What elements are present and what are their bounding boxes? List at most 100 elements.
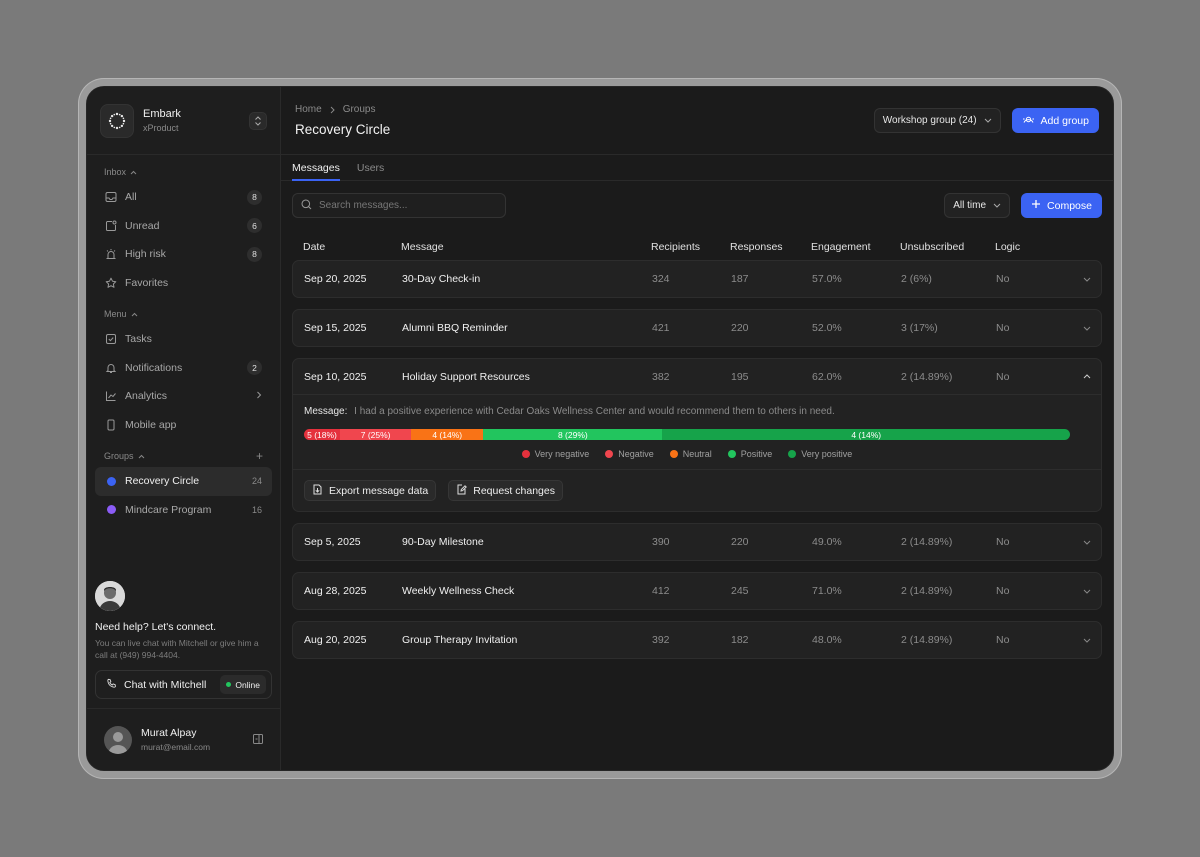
sidebar-item-notifications[interactable]: Notifications 2 bbox=[95, 354, 272, 383]
menu-section-label[interactable]: Menu bbox=[87, 303, 280, 325]
menu-nav: Tasks Notifications 2 Analytics Mobile a… bbox=[87, 325, 280, 439]
chevron-down-icon[interactable] bbox=[1071, 589, 1091, 594]
row-responses: 182 bbox=[731, 634, 749, 646]
phone-call-icon bbox=[106, 678, 117, 692]
count-badge: 6 bbox=[247, 218, 262, 234]
workspace-switcher[interactable]: Embark xProduct bbox=[87, 87, 280, 155]
sidebar-item-label: Favorites bbox=[125, 276, 169, 289]
search-icon bbox=[301, 197, 312, 215]
legend-item: Positive bbox=[727, 449, 772, 459]
add-group-button[interactable]: Add group bbox=[1011, 108, 1099, 133]
row-engagement: 71.0% bbox=[812, 585, 842, 597]
table-row[interactable]: Sep 20, 2025 30-Day Check-in 324 187 57.… bbox=[292, 260, 1102, 298]
column-header[interactable]: Date bbox=[303, 241, 326, 253]
sidebar-item-mobile-app[interactable]: Mobile app bbox=[95, 411, 272, 440]
request-changes-button[interactable]: Request changes bbox=[448, 480, 563, 501]
column-header[interactable]: Recipients bbox=[651, 241, 701, 253]
row-engagement: 62.0% bbox=[812, 370, 842, 383]
unread-icon bbox=[105, 220, 117, 232]
chevron-up-icon bbox=[131, 312, 137, 316]
chat-with-mitchell-button[interactable]: Chat with Mitchell Online bbox=[95, 670, 272, 699]
sentiment-segment: 7 (25%) bbox=[340, 429, 412, 440]
column-header[interactable]: Logic bbox=[995, 241, 1021, 253]
sidebar-item-label: Recovery Circle bbox=[125, 475, 200, 488]
row-date: Sep 10, 2025 bbox=[304, 370, 367, 383]
export-message-data-button[interactable]: Export message data bbox=[304, 480, 437, 501]
sidebar-item-mindcare-program[interactable]: Mindcare Program 16 bbox=[95, 496, 272, 525]
row-logic: No bbox=[996, 634, 1010, 646]
sentiment-segment: 5 (18%) bbox=[304, 429, 340, 440]
add-group-label: Add group bbox=[1040, 114, 1089, 127]
inbox-section-label[interactable]: Inbox bbox=[87, 161, 280, 183]
search-box[interactable] bbox=[292, 193, 506, 218]
chevron-down-icon[interactable] bbox=[1071, 277, 1091, 282]
support-avatar bbox=[95, 581, 125, 611]
tab-messages[interactable]: Messages bbox=[292, 155, 340, 181]
column-header[interactable]: Message bbox=[401, 241, 444, 253]
groups-label: Groups bbox=[104, 451, 134, 461]
collapse-sidebar-icon[interactable] bbox=[253, 731, 263, 749]
add-group-icon[interactable]: + bbox=[255, 449, 263, 463]
breadcrumb-groups[interactable]: Groups bbox=[342, 104, 376, 115]
sidebar-item-recovery-circle[interactable]: Recovery Circle 24 bbox=[95, 467, 272, 496]
detail-message-label: Message: bbox=[304, 406, 348, 417]
chevron-up-down-icon[interactable] bbox=[249, 111, 267, 130]
row-engagement: 52.0% bbox=[812, 322, 842, 334]
sidebar-item-label: Mobile app bbox=[125, 418, 177, 431]
time-filter-select[interactable]: All time bbox=[944, 193, 1011, 218]
tab-users[interactable]: Users bbox=[356, 161, 385, 174]
main-content: Home Groups Recovery Circle Workshop gro… bbox=[281, 87, 1113, 770]
table-row[interactable]: Sep 15, 2025 Alumni BBQ Reminder 421 220… bbox=[292, 309, 1102, 347]
edit-file-icon bbox=[456, 484, 468, 498]
add-group-icon bbox=[1022, 114, 1035, 128]
breadcrumb: Home Groups bbox=[295, 104, 874, 115]
sidebar-item-all[interactable]: All 8 bbox=[95, 183, 272, 212]
sentiment-legend: Very negative Negative Neutral Positive Very… bbox=[304, 449, 1070, 459]
chevron-down-icon[interactable] bbox=[1071, 540, 1091, 545]
bell-icon bbox=[105, 362, 117, 374]
sidebar-item-tasks[interactable]: Tasks bbox=[95, 325, 272, 354]
inbox-nav: All 8 Unread 6 High risk 8 Favorites bbox=[87, 183, 280, 297]
legend-dot bbox=[605, 450, 614, 458]
legend-label: Very positive bbox=[801, 449, 853, 459]
legend-label: Neutral bbox=[682, 449, 712, 459]
chevron-down-icon[interactable] bbox=[1071, 638, 1091, 643]
groups-nav: Recovery Circle 24 Mindcare Program 16 bbox=[87, 467, 280, 524]
table-row[interactable]: Aug 20, 2025 Group Therapy Invitation 39… bbox=[292, 621, 1102, 659]
sidebar-item-label: Analytics bbox=[125, 390, 168, 403]
workspace-logo-icon bbox=[100, 103, 134, 138]
compose-button[interactable]: Compose bbox=[1021, 193, 1102, 218]
legend-dot bbox=[788, 450, 797, 458]
menu-label: Menu bbox=[104, 309, 127, 319]
table-row[interactable]: Sep 5, 2025 90-Day Milestone 390 220 49.… bbox=[292, 523, 1102, 561]
row-date: Sep 5, 2025 bbox=[304, 536, 361, 548]
column-header[interactable]: Responses bbox=[730, 241, 783, 253]
sidebar-item-favorites[interactable]: Favorites bbox=[95, 269, 272, 298]
group-select[interactable]: Workshop group (24) bbox=[873, 108, 1001, 133]
sidebar-item-high-risk[interactable]: High risk 8 bbox=[95, 240, 272, 269]
chevron-down-icon[interactable] bbox=[1071, 326, 1091, 331]
group-color-dot bbox=[106, 505, 116, 515]
column-header[interactable]: Unsubscribed bbox=[900, 241, 965, 253]
group-color-dot bbox=[106, 476, 116, 486]
row-detail: Message: I had a positive experience wit… bbox=[293, 395, 1101, 459]
row-responses: 220 bbox=[731, 322, 749, 334]
column-header[interactable]: Engagement bbox=[811, 241, 871, 253]
sidebar-item-analytics[interactable]: Analytics bbox=[95, 382, 272, 411]
breadcrumb-home[interactable]: Home bbox=[295, 104, 322, 115]
status-badge: Online bbox=[220, 675, 266, 694]
chevron-up-icon[interactable] bbox=[1071, 374, 1091, 379]
legend-label: Very negative bbox=[534, 449, 590, 459]
tab-bar: Messages Users bbox=[281, 155, 1113, 181]
row-date: Sep 20, 2025 bbox=[304, 273, 367, 285]
device-frame: Embark xProduct Inbox All 8 bbox=[78, 78, 1122, 779]
export-label: Export message data bbox=[329, 484, 429, 497]
alarm-icon bbox=[105, 248, 117, 260]
groups-section-label[interactable]: Groups + bbox=[87, 445, 280, 467]
table-row[interactable]: Aug 28, 2025 Weekly Wellness Check 412 2… bbox=[292, 572, 1102, 610]
table-row-expanded[interactable]: Sep 10, 2025 Holiday Support Resources 3… bbox=[292, 358, 1102, 512]
search-input[interactable] bbox=[319, 200, 497, 211]
user-profile[interactable]: Murat Alpay murat@email.com bbox=[87, 708, 280, 770]
row-responses: 195 bbox=[731, 370, 749, 383]
sidebar-item-unread[interactable]: Unread 6 bbox=[95, 212, 272, 241]
